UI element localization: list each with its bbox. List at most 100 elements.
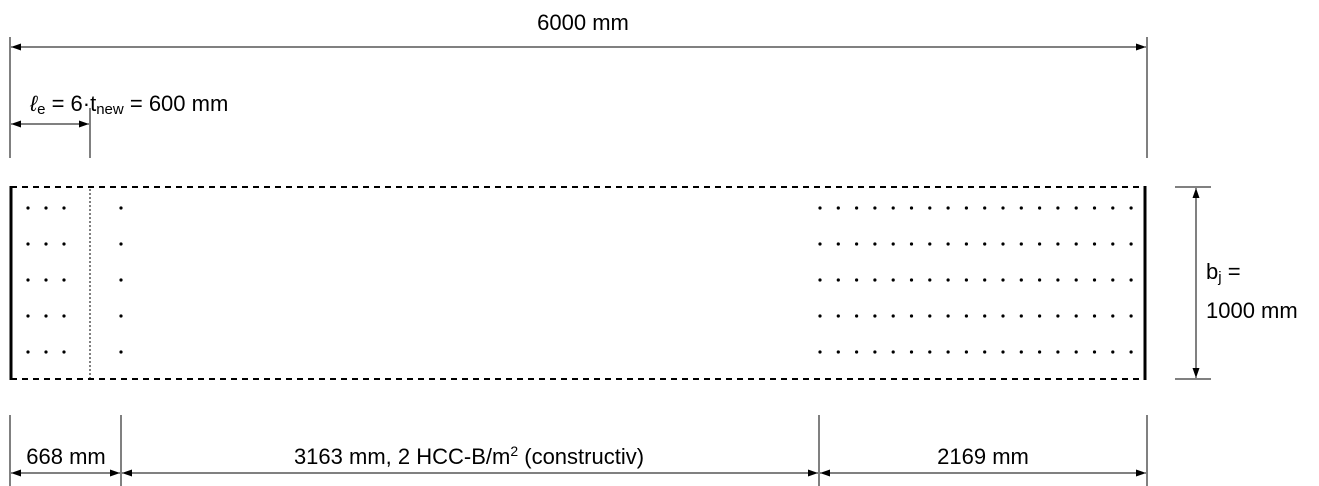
connector-dot	[1038, 314, 1042, 318]
connector-dot	[44, 242, 48, 246]
connector-dot	[964, 278, 969, 282]
connector-dot	[1129, 278, 1133, 282]
connector-dot	[818, 278, 822, 282]
connector-dot	[983, 278, 987, 282]
connector-dot	[928, 242, 932, 246]
connector-dot	[1092, 242, 1097, 246]
connector-dot	[891, 314, 895, 318]
connector-dot	[836, 206, 840, 210]
connector-dot	[1019, 350, 1023, 354]
connector-dot	[44, 314, 48, 318]
connector-dot	[964, 242, 969, 246]
connector-dot	[1129, 350, 1133, 354]
connector-dot	[1092, 206, 1097, 210]
connector-dot	[1001, 278, 1005, 282]
connector-dot	[836, 314, 840, 318]
connector-dot	[1019, 314, 1023, 318]
connector-dot	[891, 278, 895, 282]
connector-dot	[946, 206, 950, 210]
connector-dot	[855, 350, 859, 354]
connector-dot	[909, 314, 914, 318]
connector-dot	[1111, 206, 1115, 210]
connector-dot	[909, 242, 914, 246]
connector-dot	[873, 314, 877, 318]
connector-dot	[1111, 278, 1115, 282]
connector-dot	[1019, 242, 1023, 246]
connector-dot	[119, 242, 123, 246]
connector-dot	[928, 278, 932, 282]
connector-dot	[26, 242, 30, 246]
connector-dot	[855, 278, 859, 282]
connector-dot	[119, 278, 123, 282]
connector-dot	[1129, 314, 1133, 318]
overall-length-dimension: 6000 mm	[9, 10, 1148, 158]
connector-dot	[946, 242, 950, 246]
connector-dot	[119, 314, 123, 318]
connector-dot	[1038, 278, 1042, 282]
connector-dot	[62, 242, 66, 246]
connector-dot	[873, 350, 877, 354]
connector-dot	[26, 350, 30, 354]
connector-dot	[1056, 278, 1060, 282]
connector-dot	[1001, 314, 1005, 318]
width-value-label: 1000 mm	[1206, 298, 1298, 323]
connector-dot	[1074, 350, 1078, 354]
overall-length-label: 6000 mm	[537, 10, 629, 35]
connector-dot	[818, 350, 822, 354]
connector-dot	[1038, 242, 1042, 246]
connector-dot	[964, 350, 969, 354]
connector-dot	[873, 242, 877, 246]
connector-dot	[1074, 206, 1078, 210]
connector-dot	[1019, 278, 1023, 282]
connector-dot	[983, 242, 987, 246]
connector-dot	[1001, 350, 1005, 354]
connector-dot	[1038, 206, 1042, 210]
connector-dot	[1129, 206, 1133, 210]
connector-dot	[836, 278, 840, 282]
connector-dot	[1111, 314, 1115, 318]
connector-dot	[26, 314, 30, 318]
connector-dot	[62, 278, 66, 282]
connector-dot	[983, 350, 987, 354]
connector-dot	[964, 314, 969, 318]
connector-dot	[855, 314, 859, 318]
connector-dot	[946, 278, 950, 282]
connector-dot	[1001, 242, 1005, 246]
connector-dot	[909, 350, 914, 354]
width-dimension: bj = 1000 mm	[1175, 186, 1298, 380]
connector-dot	[836, 242, 840, 246]
connector-dot	[1019, 206, 1023, 210]
width-symbol-label: bj =	[1206, 259, 1241, 286]
connector-dot	[855, 242, 859, 246]
panel	[9, 186, 1147, 380]
connector-dot	[891, 350, 895, 354]
segment-3-label: 2169 mm	[937, 444, 1029, 469]
connector-dot	[928, 206, 932, 210]
connector-dot	[1092, 350, 1097, 354]
connector-dot	[62, 314, 66, 318]
connector-dot	[62, 206, 66, 210]
segment-2-label: 3163 mm, 2 HCC-B/m2 (constructiv)	[294, 443, 644, 469]
connector-dot	[1111, 242, 1115, 246]
connector-dot	[1056, 242, 1060, 246]
connector-dot	[983, 314, 987, 318]
connector-dot	[1074, 278, 1078, 282]
connector-dot	[26, 206, 30, 210]
connector-dot	[44, 350, 48, 354]
connector-dot	[818, 314, 822, 318]
connector-dot	[1111, 350, 1115, 354]
connector-dot	[1001, 206, 1005, 210]
connector-dot	[909, 278, 914, 282]
connector-dot	[119, 206, 123, 210]
connector-dot	[1056, 314, 1060, 318]
connector-dot	[1129, 242, 1133, 246]
connector-dot	[119, 350, 123, 354]
connector-dot	[946, 350, 950, 354]
connector-dot	[1056, 206, 1060, 210]
connector-dot	[26, 278, 30, 282]
connector-dot	[891, 206, 895, 210]
connector-dot	[873, 278, 877, 282]
connector-dot	[836, 350, 840, 354]
connector-dot	[928, 350, 932, 354]
